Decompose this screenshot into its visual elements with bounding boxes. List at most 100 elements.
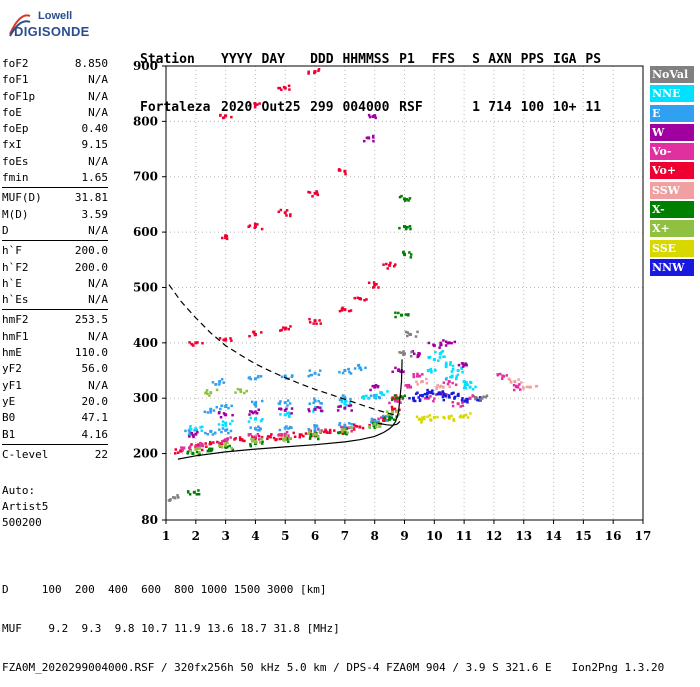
- x-tick-label: 3: [221, 529, 229, 543]
- data-point: [363, 298, 366, 302]
- data-point: [283, 374, 287, 378]
- data-point: [373, 422, 377, 426]
- param-value: 4.16: [81, 427, 109, 441]
- data-point: [425, 395, 429, 399]
- data-point: [193, 428, 196, 432]
- data-point: [247, 420, 251, 423]
- param-name: foF1: [2, 73, 29, 87]
- data-point: [257, 408, 260, 412]
- data-point: [373, 283, 377, 287]
- data-point: [201, 341, 204, 345]
- data-point: [313, 397, 316, 400]
- data-point: [394, 397, 398, 400]
- data-point: [447, 416, 451, 420]
- data-point: [461, 416, 465, 419]
- data-point: [242, 439, 245, 443]
- data-point: [319, 322, 322, 325]
- data-point: [309, 435, 312, 438]
- data-point: [189, 428, 193, 431]
- data-point: [208, 442, 212, 446]
- data-point: [221, 423, 224, 427]
- data-point: [280, 328, 283, 332]
- data-point: [278, 428, 282, 432]
- data-point: [283, 401, 287, 405]
- data-point: [429, 418, 433, 422]
- data-point: [372, 136, 375, 139]
- data-point: [204, 391, 207, 395]
- data-point: [412, 373, 415, 376]
- param-name: foF1p: [2, 89, 36, 103]
- data-point: [228, 422, 232, 425]
- data-point: [460, 366, 463, 370]
- data-point: [261, 418, 264, 421]
- data-point: [375, 394, 378, 397]
- data-point: [448, 385, 451, 389]
- data-point: [190, 431, 194, 435]
- header-label-9: PPS: [520, 52, 545, 67]
- param-row: yF2 56.0: [2, 361, 108, 377]
- param-separator: [2, 443, 108, 445]
- data-point: [460, 362, 464, 365]
- data-point: [425, 382, 429, 385]
- data-point: [371, 114, 375, 118]
- data-point: [349, 397, 352, 401]
- data-point: [196, 341, 199, 344]
- data-point: [372, 424, 376, 428]
- data-point: [298, 433, 302, 437]
- data-point: [319, 409, 323, 412]
- header-label-2: DAY: [261, 52, 285, 67]
- data-point: [249, 410, 252, 413]
- data-point: [525, 385, 529, 389]
- data-point: [388, 401, 391, 405]
- data-point: [412, 399, 415, 402]
- data-point: [522, 387, 525, 390]
- param-row: foF1 N/A: [2, 72, 108, 88]
- data-point: [434, 350, 437, 354]
- data-point: [437, 359, 440, 362]
- data-point: [287, 434, 290, 437]
- data-point: [400, 194, 403, 198]
- x-tick-label: 12: [486, 529, 503, 543]
- data-point: [272, 436, 276, 440]
- data-point: [391, 410, 395, 414]
- data-point: [438, 352, 442, 355]
- param-value: 22: [94, 447, 108, 461]
- data-point: [373, 393, 377, 397]
- y-axis-ticks: 80 200 300 400 500 600 700 800 900: [133, 59, 166, 527]
- param-name: foEs: [2, 154, 29, 168]
- param-row: yE 20.0: [2, 394, 108, 410]
- data-point: [253, 377, 257, 381]
- data-point: [352, 423, 356, 426]
- param-name: foEp: [2, 122, 29, 136]
- data-point: [443, 416, 446, 420]
- data-point: [338, 423, 341, 427]
- data-point: [189, 449, 193, 453]
- data-point: [364, 366, 367, 370]
- data-point: [380, 393, 384, 396]
- data-point: [456, 373, 460, 377]
- data-point: [421, 373, 424, 376]
- data-point: [386, 413, 390, 417]
- x-tick-label: 11: [456, 529, 473, 543]
- param-value: 8.850: [74, 57, 108, 70]
- data-point: [219, 444, 223, 448]
- data-point: [371, 384, 375, 388]
- y-tick-label: 700: [133, 170, 158, 184]
- data-point: [257, 425, 260, 428]
- data-point: [236, 387, 240, 391]
- header-label-8: AXN: [488, 52, 512, 67]
- data-point: [415, 415, 419, 419]
- y-tick-label: 800: [133, 114, 158, 128]
- series-NNW: [408, 388, 483, 404]
- x-tick-label: 14: [545, 529, 562, 543]
- data-point: [186, 452, 189, 455]
- data-point: [403, 199, 407, 202]
- data-point: [316, 405, 319, 409]
- data-point: [218, 383, 221, 386]
- data-point: [377, 396, 381, 399]
- data-point: [256, 432, 260, 436]
- data-point: [173, 496, 177, 500]
- data-point: [337, 405, 340, 408]
- x-axis-ticks: 1 2 3 4 5 6 7 8 9 10 11 12 13 14 15 16 17: [162, 520, 651, 543]
- data-point: [308, 191, 312, 194]
